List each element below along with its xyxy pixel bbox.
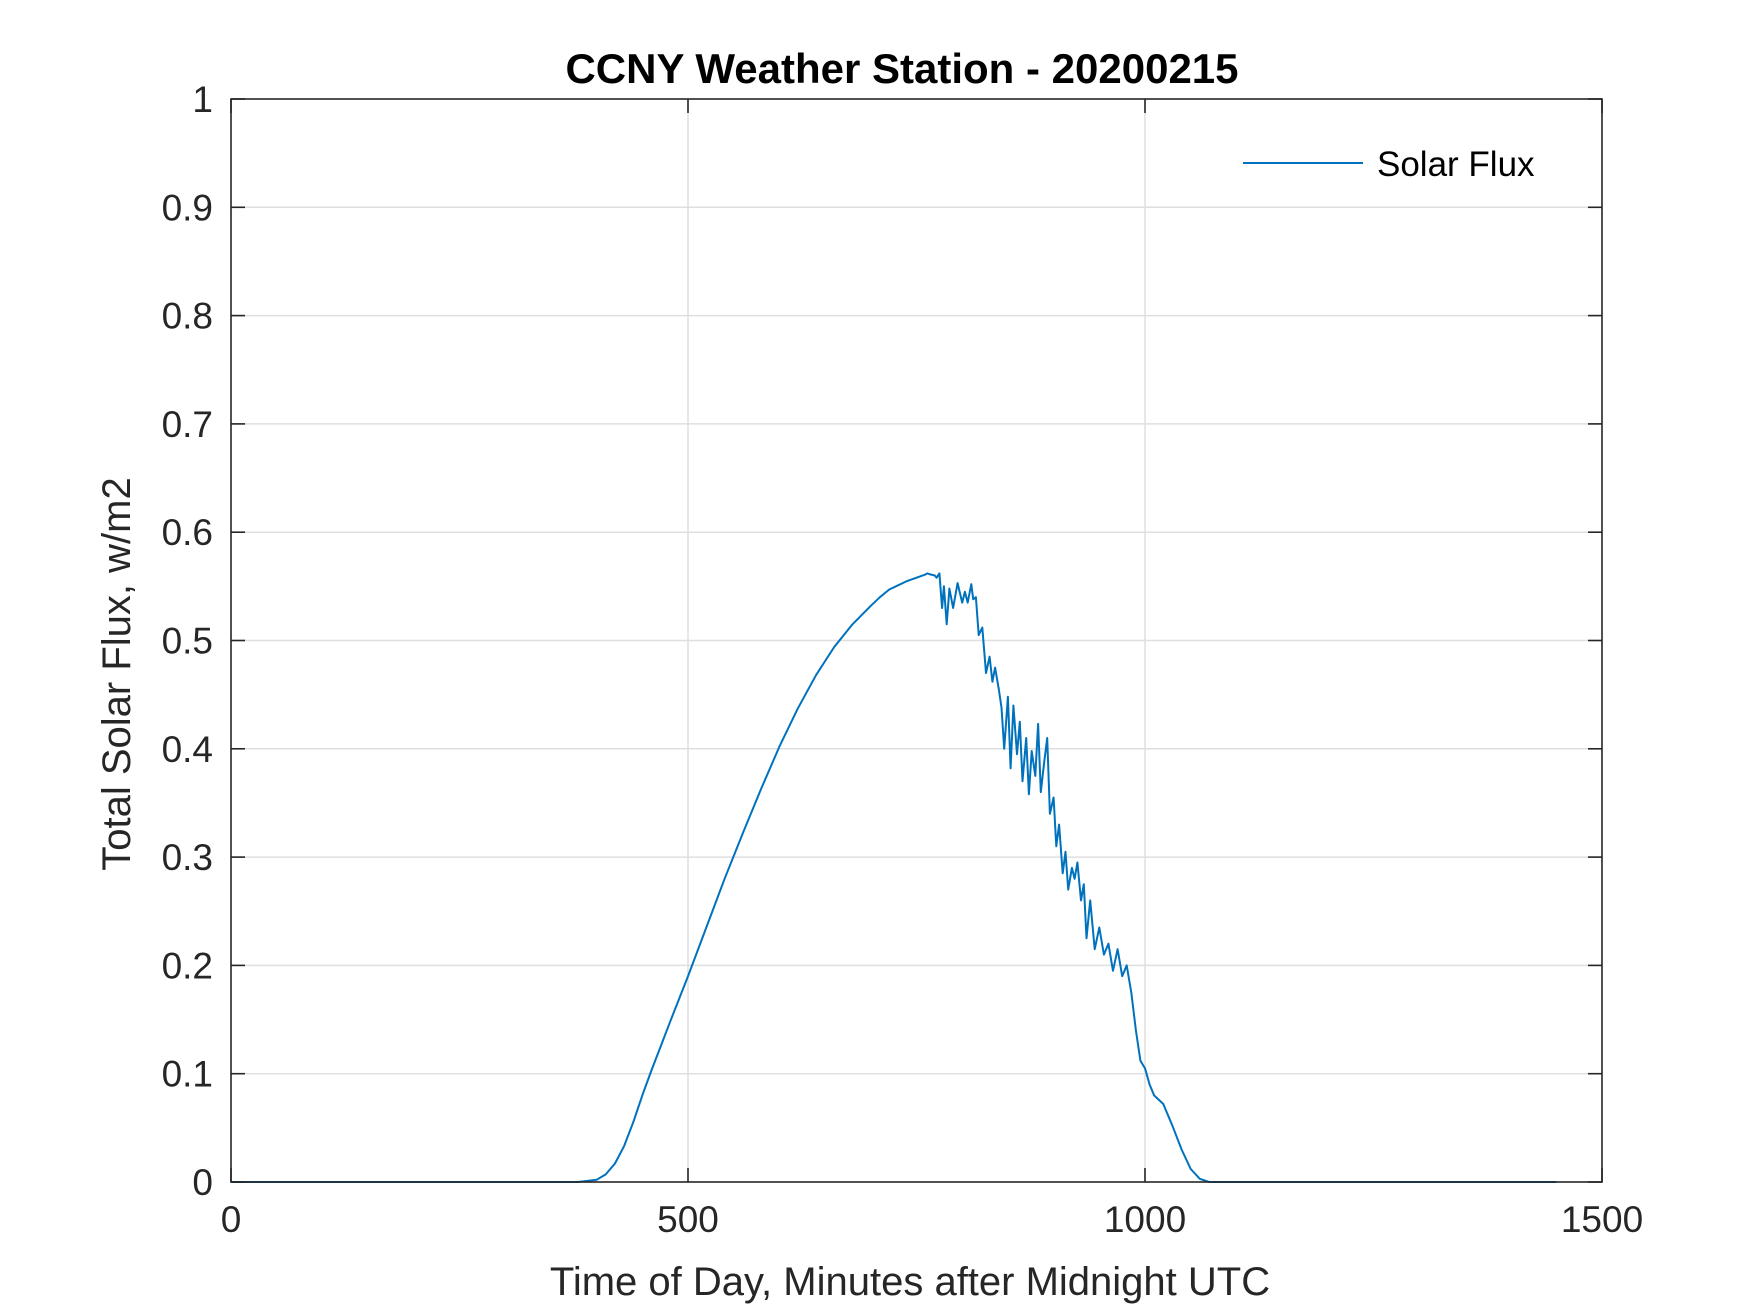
- y-tick-label: 0.9: [162, 187, 213, 228]
- series-layer: [231, 572, 1557, 1183]
- y-tick-label: 0.7: [162, 404, 213, 445]
- tick-marks: [230, 98, 1603, 1183]
- y-tick-label: 0: [192, 1162, 213, 1203]
- x-axis-label: Time of Day, Minutes after Midnight UTC: [550, 1260, 1270, 1304]
- y-tick-label: 0.8: [162, 296, 213, 337]
- x-tick-label: 0: [221, 1199, 242, 1240]
- y-tick-label: 0.1: [162, 1054, 213, 1095]
- y-axis-label: Total Solar Flux, w/m2: [95, 477, 139, 870]
- chart-title: CCNY Weather Station - 20200215: [565, 45, 1238, 92]
- x-tick-label: 1500: [1561, 1199, 1643, 1240]
- series-line-solar-flux: [231, 572, 1557, 1183]
- x-tick-label: 1000: [1104, 1199, 1186, 1240]
- grid-lines: [231, 99, 1602, 1182]
- y-tick-label: 1: [192, 79, 213, 120]
- y-tick-label: 0.5: [162, 621, 213, 662]
- y-tick-label: 0.4: [162, 729, 213, 770]
- y-tick-labels: 0 0.1 0.2 0.3 0.4 0.5 0.6 0.7 0.8 0.9 1: [162, 79, 213, 1203]
- y-tick-label: 0.3: [162, 837, 213, 878]
- legend: Solar Flux: [1243, 145, 1535, 184]
- x-tick-labels: 0 500 1000 1500: [221, 1199, 1643, 1240]
- legend-label-solar-flux: Solar Flux: [1377, 145, 1535, 184]
- y-tick-label: 0.2: [162, 945, 213, 986]
- y-tick-label: 0.6: [162, 512, 213, 553]
- x-tick-label: 500: [657, 1199, 719, 1240]
